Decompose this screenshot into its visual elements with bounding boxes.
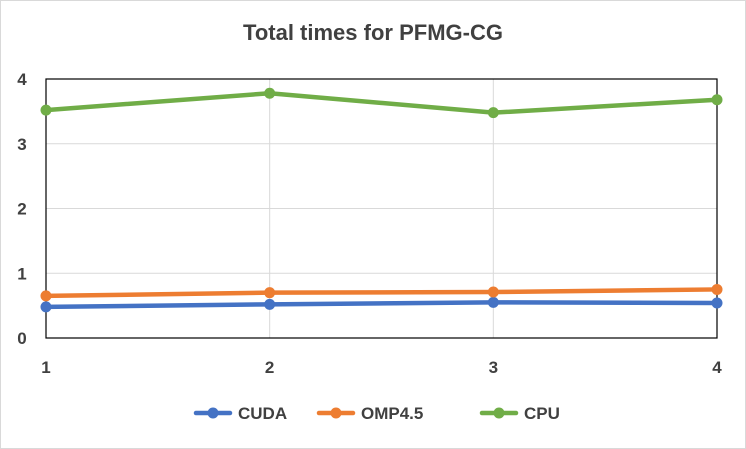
series-line-omp4.5 bbox=[43, 287, 720, 299]
data-point-cuda bbox=[711, 297, 723, 309]
legend-label-cuda: CUDA bbox=[238, 404, 287, 423]
x-tick-label: 4 bbox=[712, 358, 722, 377]
data-point-cuda bbox=[264, 298, 276, 310]
legend-swatch-marker bbox=[493, 407, 505, 419]
x-tick-label: 3 bbox=[489, 358, 498, 377]
data-point-cpu bbox=[40, 104, 52, 116]
chart-title: Total times for PFMG-CG bbox=[243, 20, 503, 45]
legend-label-omp4.5: OMP4.5 bbox=[361, 404, 423, 423]
plot-area-border bbox=[45, 78, 718, 339]
data-point-omp4.5 bbox=[711, 283, 723, 295]
data-point-cpu bbox=[711, 94, 723, 106]
data-point-cpu bbox=[487, 107, 499, 119]
y-tick-label: 1 bbox=[17, 264, 26, 283]
x-tick-label: 2 bbox=[265, 358, 274, 377]
data-point-omp4.5 bbox=[40, 290, 52, 302]
data-point-omp4.5 bbox=[487, 286, 499, 298]
y-tick-label: 2 bbox=[17, 200, 26, 219]
data-point-cpu bbox=[264, 87, 276, 99]
y-tick-label: 4 bbox=[17, 70, 27, 89]
legend-label-cpu: CPU bbox=[524, 404, 560, 423]
data-point-cuda bbox=[40, 301, 52, 313]
data-point-omp4.5 bbox=[264, 287, 276, 299]
legend-swatch-marker bbox=[207, 407, 219, 419]
data-point-cuda bbox=[487, 296, 499, 308]
y-tick-label: 0 bbox=[17, 329, 26, 348]
legend-swatch-marker bbox=[330, 407, 342, 419]
series-line-cpu bbox=[43, 90, 720, 115]
series-line-cuda bbox=[43, 300, 720, 310]
x-tick-label: 1 bbox=[41, 358, 50, 377]
y-tick-label: 3 bbox=[17, 135, 26, 154]
